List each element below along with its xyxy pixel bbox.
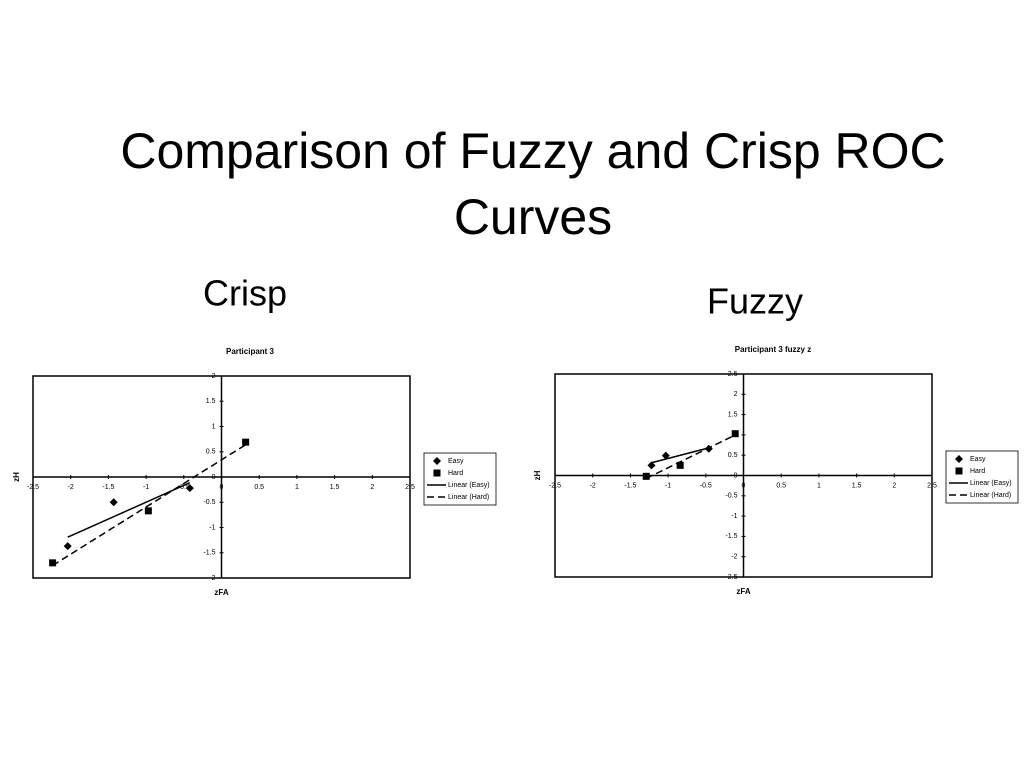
legend-label: Easy (970, 456, 986, 463)
x-tick-label: 0 (742, 482, 746, 489)
x-tick-label: -0.5 (178, 484, 190, 491)
legend-marker (433, 469, 441, 477)
legend-label: Linear (Hard) (448, 494, 489, 501)
x-tick-label: 1 (295, 484, 299, 491)
x-tick-label: -2.5 (549, 482, 561, 489)
x-axis-label: zFA (214, 588, 228, 597)
y-tick-label: -1.5 (203, 550, 215, 557)
point (144, 507, 152, 515)
y-axis-label: zH (533, 470, 542, 480)
legend-label: Hard (970, 468, 985, 475)
x-tick-label: -1.5 (102, 484, 114, 491)
trendline (651, 447, 710, 464)
y-tick-label: 0 (734, 472, 738, 479)
x-tick-label: 1 (817, 482, 821, 489)
panel-label: Fuzzy (707, 281, 803, 322)
y-tick-label: -2 (209, 575, 215, 582)
point (676, 461, 684, 469)
y-tick-label: 1.5 (728, 411, 738, 418)
chart-title: Participant 3 (226, 347, 275, 356)
y-tick-label: 0.5 (206, 449, 216, 456)
legend-label: Easy (448, 458, 464, 465)
x-tick-label: 2 (370, 484, 374, 491)
y-tick-label: -2 (731, 554, 737, 561)
y-tick-label: 2.5 (728, 371, 738, 378)
y-tick-label: 0.5 (728, 452, 738, 459)
slide-title: Comparison of Fuzzy and Crisp ROC Curves (120, 123, 946, 245)
x-tick-label: -1 (143, 484, 149, 491)
x-tick-label: -0.5 (700, 482, 712, 489)
point (731, 430, 739, 438)
y-tick-label: -1 (731, 513, 737, 520)
x-tick-label: 1.5 (852, 482, 862, 489)
y-tick-label: -0.5 (203, 499, 215, 506)
y-tick-label: 0 (212, 474, 216, 481)
point (63, 542, 72, 551)
panel-label: Crisp (203, 273, 287, 314)
chart-title: Participant 3 fuzzy z (735, 345, 811, 354)
y-tick-label: -2.5 (725, 574, 737, 581)
x-tick-label: 0.5 (776, 482, 786, 489)
trendline (52, 444, 247, 567)
x-tick-label: 2 (892, 482, 896, 489)
legend-marker (955, 455, 963, 463)
point (49, 559, 57, 567)
point (642, 472, 650, 480)
y-tick-label: 1.5 (206, 398, 216, 405)
y-tick-label: -1.5 (725, 533, 737, 540)
point (185, 484, 194, 493)
y-tick-label: -1 (209, 524, 215, 531)
x-tick-label: 0 (220, 484, 224, 491)
point (647, 461, 656, 470)
legend-label: Linear (Easy) (970, 480, 1012, 487)
y-tick-label: -0.5 (725, 493, 737, 500)
trendline (67, 481, 191, 538)
x-tick-label: -2 (68, 484, 74, 491)
x-tick-label: -1 (665, 482, 671, 489)
x-tick-label: -1.5 (624, 482, 636, 489)
x-tick-label: -2 (590, 482, 596, 489)
legend-label: Linear (Easy) (448, 482, 490, 489)
legend-label: Hard (448, 470, 463, 477)
legend-marker (433, 457, 441, 465)
y-tick-label: 2 (734, 391, 738, 398)
y-axis-label: zH (12, 472, 21, 482)
x-tick-label: -2.5 (27, 484, 39, 491)
x-tick-label: 2.5 (405, 484, 415, 491)
point (242, 438, 250, 446)
trendline (645, 434, 736, 480)
x-tick-label: 0.5 (254, 484, 264, 491)
point (109, 498, 118, 507)
x-axis-label: zFA (736, 587, 750, 596)
x-tick-label: 1.5 (330, 484, 340, 491)
legend-label: Linear (Hard) (970, 492, 1011, 499)
point (661, 451, 670, 460)
y-tick-label: 1 (212, 423, 216, 430)
y-tick-label: 2 (212, 373, 216, 380)
legend-marker (955, 467, 963, 475)
x-tick-label: 2.5 (927, 482, 937, 489)
